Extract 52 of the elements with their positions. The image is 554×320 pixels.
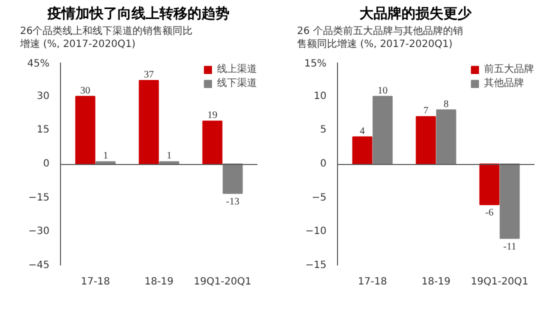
y-tick-label: 5 <box>320 124 327 136</box>
bar <box>138 80 159 164</box>
legend-label: 线下渠道 <box>217 76 257 90</box>
legend-label: 其他品牌 <box>484 76 524 90</box>
bar <box>75 96 96 164</box>
data-label: -11 <box>503 241 516 252</box>
y-tick-label: 45% <box>27 58 50 70</box>
y-tick-label: 30 <box>36 90 50 102</box>
y-tick-label: −5 <box>312 192 327 204</box>
chart-subtitle: 26个品类线上和线下渠道的销售额同比增速 (%, 2017-2020Q1) <box>20 26 194 51</box>
data-label: -13 <box>226 196 240 208</box>
y-tick-label: 15% <box>304 58 327 70</box>
bar <box>436 109 456 164</box>
y-tick-label: 0 <box>320 158 327 170</box>
data-label: 1 <box>166 150 172 162</box>
data-label: 37 <box>144 70 154 81</box>
y-tick-label: −45 <box>28 260 50 271</box>
data-label: 10 <box>378 85 388 96</box>
bar <box>202 120 222 164</box>
bar <box>500 164 520 239</box>
y-tick-label: 0 <box>43 158 50 170</box>
y-tick-label: 10 <box>314 90 327 102</box>
bar <box>372 96 393 164</box>
legend-label: 线上渠道 <box>217 62 257 76</box>
data-label: 7 <box>423 106 428 117</box>
bar <box>159 161 180 164</box>
data-label: 8 <box>444 98 449 110</box>
legend-label: 前五大品牌 <box>484 62 534 76</box>
x-tick-label: 18-19 <box>421 276 451 288</box>
bar <box>352 136 372 164</box>
x-tick-label: 17-18 <box>358 276 387 288</box>
data-label: 30 <box>80 85 90 96</box>
chart-title: 大品牌的损失更少 <box>360 5 472 24</box>
bar <box>416 116 436 164</box>
x-tick-label: 19Q1-20Q1 <box>194 276 252 288</box>
y-tick-label: −15 <box>305 260 327 271</box>
y-tick-label: −30 <box>28 226 50 238</box>
y-tick-label: −10 <box>305 226 327 238</box>
data-label: -6 <box>485 208 494 219</box>
x-tick-label: 19Q1-20Q1 <box>470 276 528 288</box>
x-tick-label: 17-18 <box>80 276 110 288</box>
data-label: 1 <box>103 150 108 162</box>
chart-title: 疫情加快了向线上转移的趋势 <box>48 5 230 24</box>
y-tick-label: 15 <box>36 124 50 136</box>
x-tick-label: 18-19 <box>144 276 174 288</box>
bar <box>479 164 500 206</box>
y-tick-label: −15 <box>28 192 50 204</box>
data-label: 19 <box>207 110 218 122</box>
data-label: 4 <box>360 126 365 137</box>
bar <box>222 164 243 194</box>
chart-subtitle: 26 个品类前五大品牌与其他品牌的销售额同比增速 (%, 2017-2020Q1) <box>297 26 464 51</box>
bar <box>96 161 116 164</box>
